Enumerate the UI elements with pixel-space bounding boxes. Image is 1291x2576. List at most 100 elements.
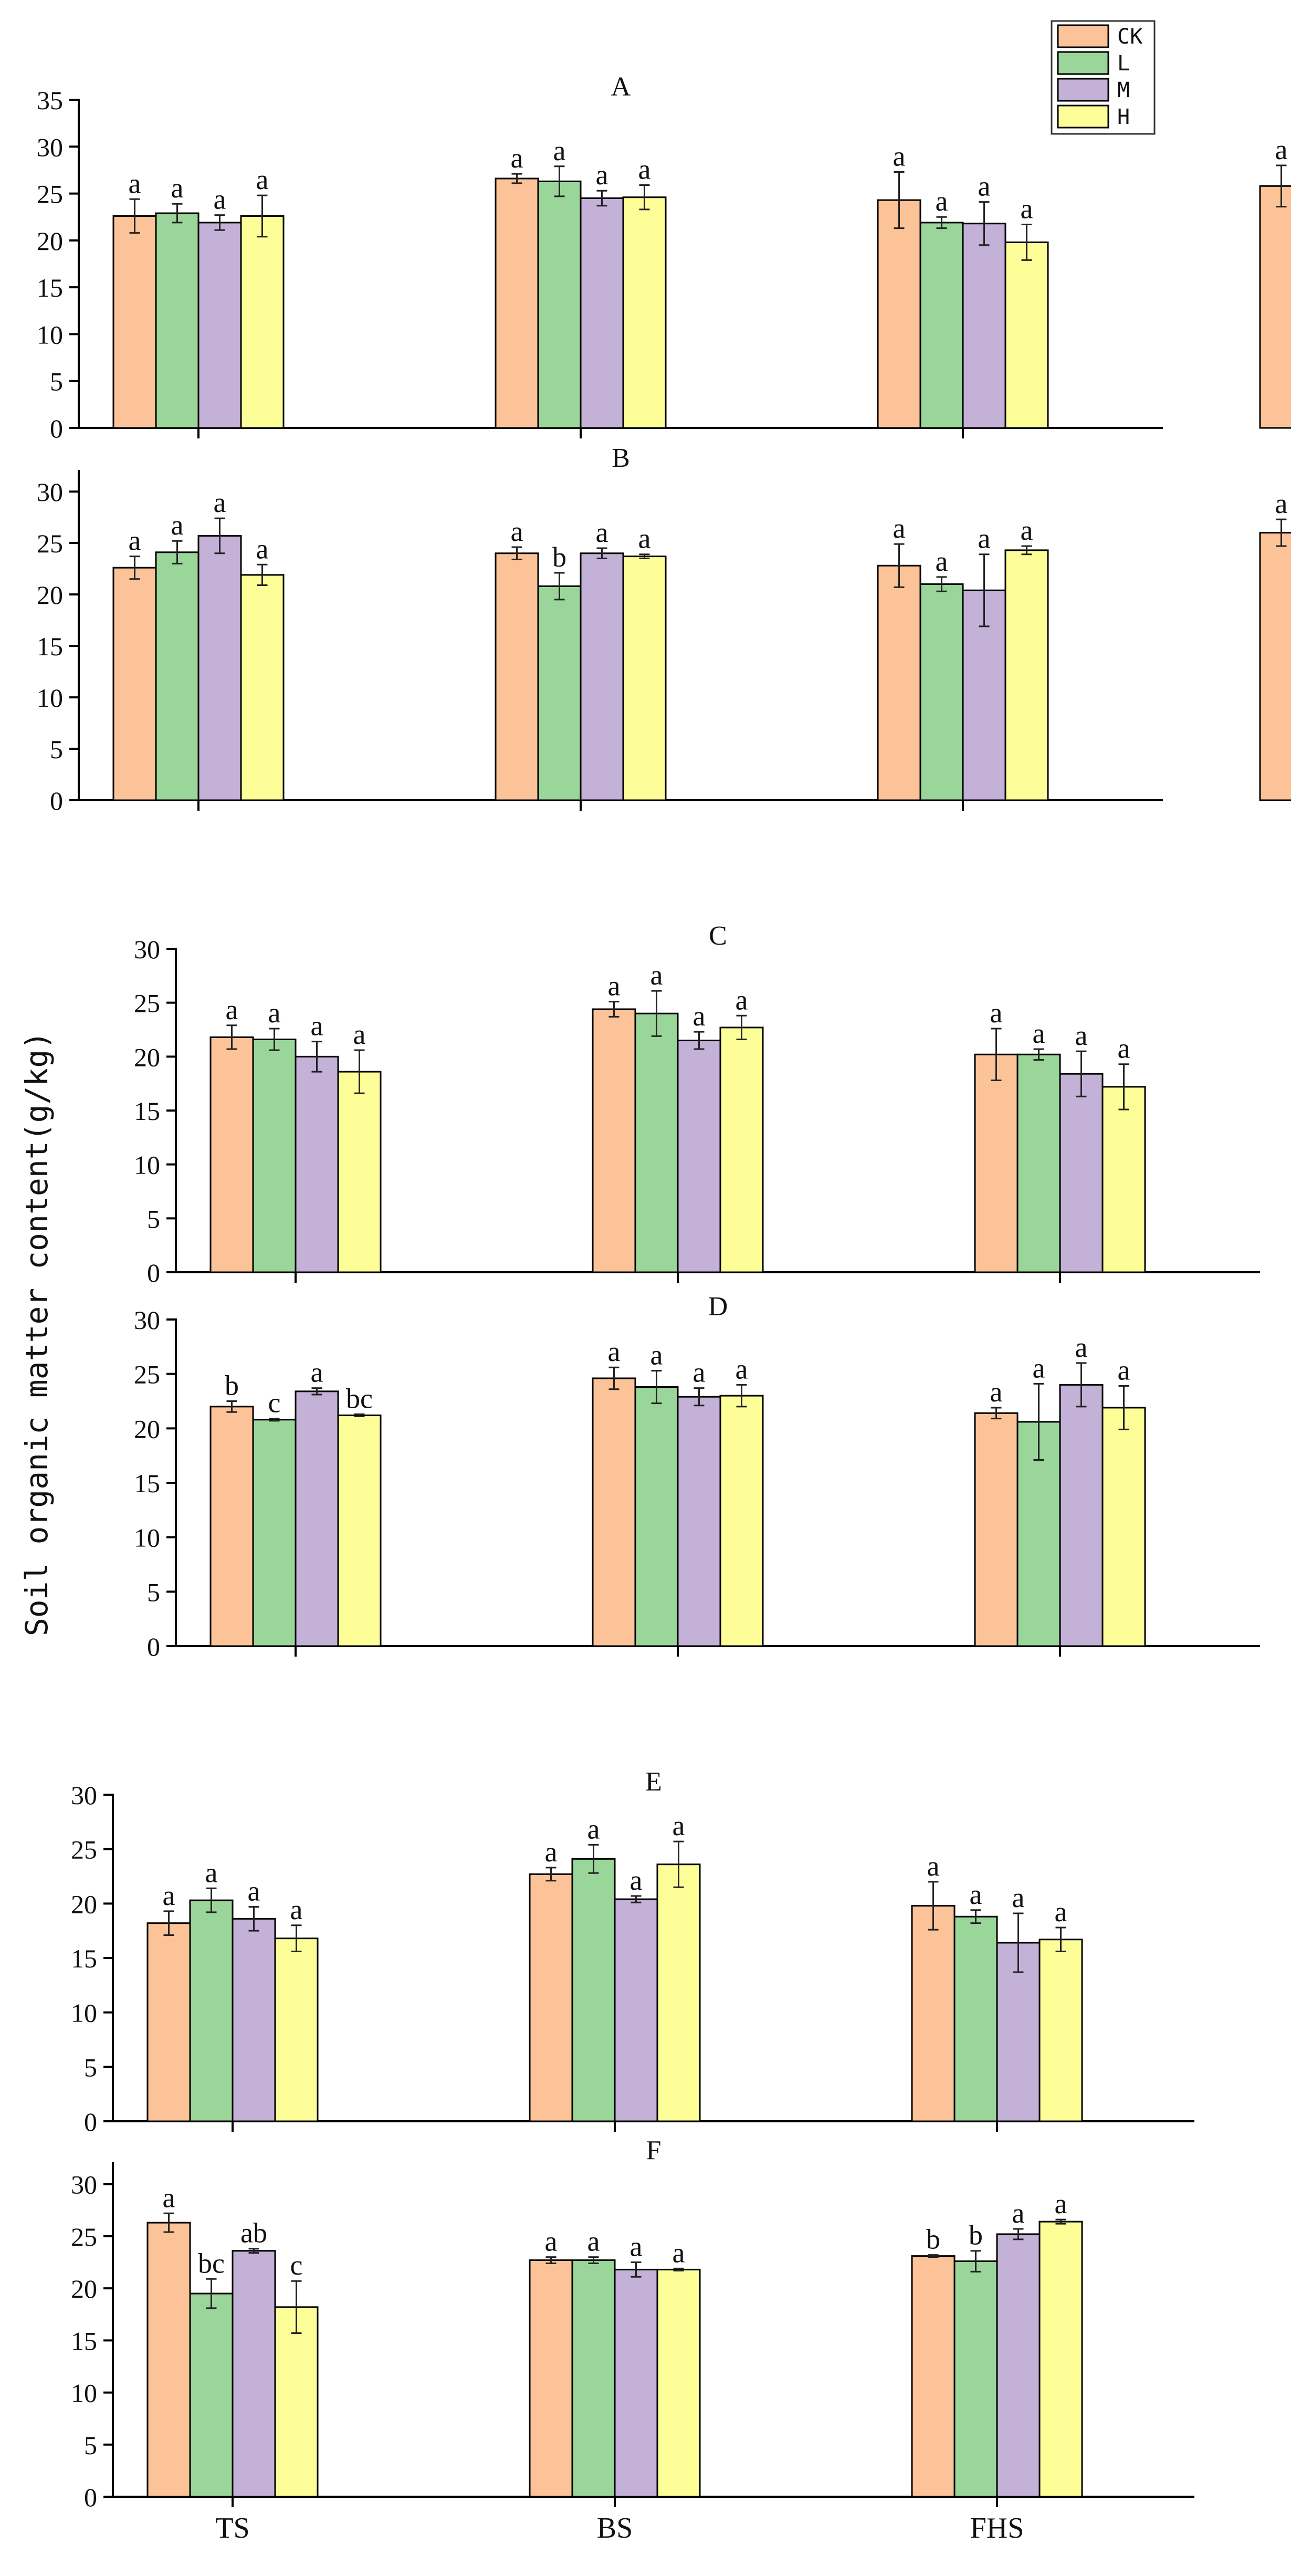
significance-letter: a	[1275, 488, 1288, 519]
significance-letter: a	[736, 1353, 748, 1385]
y-tick-label: 0	[147, 1632, 160, 1661]
y-tick-label: 0	[50, 414, 63, 443]
significance-letter: a	[1075, 1020, 1088, 1051]
significance-letter: a	[268, 997, 281, 1029]
significance-letter: a	[1033, 1352, 1045, 1384]
significance-letter: a	[990, 1376, 1003, 1408]
bar-CK-BS	[529, 1873, 573, 2122]
bar-CK-TS	[209, 1406, 254, 1647]
bar-M-FHS	[1059, 1384, 1104, 1647]
significance-letter: a	[171, 172, 184, 204]
panel-E: 051015202530Eaaaaaaaaaaaaaaaaaaaa	[71, 1767, 1194, 2137]
significance-letter: a	[256, 164, 269, 195]
bar-L-TS	[189, 2292, 234, 2498]
significance-letter: a	[1275, 134, 1288, 165]
y-tick-label: 20	[134, 1042, 160, 1072]
bar-H-FHS	[1101, 1086, 1146, 1273]
bar-CK-TS	[146, 2222, 191, 2498]
bar-M-TS	[295, 1390, 339, 1647]
bar-L-FHS	[919, 222, 964, 429]
significance-letter: a	[214, 487, 226, 518]
significance-letter: a	[978, 523, 991, 554]
significance-letter: a	[608, 1336, 621, 1367]
significance-letter: a	[673, 1810, 685, 1841]
legend-label: CK	[1117, 25, 1142, 49]
significance-letter: c	[290, 2249, 303, 2281]
significance-letter: a	[638, 154, 651, 185]
bar-M-TS	[295, 1055, 339, 1273]
y-tick-label: 20	[71, 2274, 97, 2303]
panel-title: C	[709, 921, 727, 951]
bar-L-TS	[252, 1038, 297, 1273]
legend-swatch	[1057, 104, 1109, 129]
significance-letter: a	[545, 2226, 558, 2257]
bar-CK-BS	[529, 2259, 573, 2498]
significance-letter: a	[990, 997, 1003, 1029]
significance-letter: a	[596, 159, 608, 191]
bar-M-FHS	[962, 223, 1006, 429]
y-tick-label: 0	[84, 2107, 97, 2137]
bar-CK-BS	[592, 1377, 636, 1647]
panel-title: F	[646, 2135, 662, 2165]
significance-letter: a	[650, 959, 663, 991]
bar-L-BS	[537, 180, 582, 429]
bar-M-TS	[197, 222, 242, 429]
significance-letter: a	[1021, 193, 1033, 225]
bar-M-FHS	[1059, 1073, 1104, 1273]
bar-H-FHS	[1038, 2221, 1083, 2498]
y-tick-label: 0	[50, 786, 63, 815]
significance-letter: a	[129, 525, 141, 557]
significance-letter: b	[969, 2219, 983, 2251]
bar-L-TS	[155, 551, 200, 801]
bar-H-BS	[622, 196, 667, 429]
y-tick-label: 20	[37, 226, 63, 256]
bar-L-FHS	[953, 1915, 998, 2122]
y-tick-label: 25	[71, 2222, 97, 2252]
bar-M-BS	[580, 197, 624, 429]
y-tick-label: 0	[147, 1258, 160, 1287]
significance-letter: a	[927, 1850, 940, 1882]
bar-CK-FS	[1259, 185, 1291, 429]
significance-letter: a	[608, 970, 621, 1002]
bar-L-FHS	[919, 583, 964, 801]
significance-letter: a	[638, 523, 651, 554]
bar-H-FHS	[1101, 1407, 1146, 1647]
y-tick-label: 15	[134, 1469, 160, 1498]
significance-letter: a	[311, 1357, 323, 1388]
y-tick-label: 5	[84, 2431, 97, 2460]
significance-letter: a	[171, 509, 184, 541]
significance-letter: a	[587, 1813, 600, 1845]
significance-letter: a	[226, 994, 238, 1025]
significance-letter: a	[1055, 1896, 1067, 1928]
x-tick-label: BS	[597, 2512, 633, 2544]
y-tick-label: 30	[37, 477, 63, 507]
significance-letter: a	[587, 2226, 600, 2257]
significance-letter: a	[214, 184, 226, 215]
bar-M-FHS	[996, 2233, 1041, 2498]
y-tick-label: 30	[71, 1781, 97, 1810]
y-tick-label: 30	[134, 935, 160, 964]
significance-letter: a	[596, 517, 608, 548]
y-tick-label: 5	[84, 2053, 97, 2082]
y-tick-label: 5	[50, 735, 63, 764]
panel-title: A	[611, 72, 631, 102]
significance-letter: a	[511, 142, 523, 174]
significance-letter: a	[1118, 1354, 1130, 1386]
y-tick-label: 10	[37, 320, 63, 349]
legend-swatch	[1057, 24, 1109, 48]
y-tick-label: 25	[71, 1835, 97, 1865]
significance-letter: c	[268, 1387, 281, 1419]
bar-M-BS	[677, 1040, 721, 1273]
bar-CK-FHS	[974, 1412, 1019, 1647]
significance-letter: a	[936, 185, 948, 217]
bar-L-BS	[634, 1012, 679, 1273]
significance-letter: a	[290, 1894, 303, 1925]
bar-M-TS	[232, 2250, 276, 2498]
significance-letter: a	[736, 984, 748, 1015]
panel-B: 051015202530Baaaaabaaaaaaaaaaaaaa	[37, 443, 1291, 815]
y-tick-label: 0	[84, 2483, 97, 2512]
y-tick-label: 35	[37, 86, 63, 115]
bar-L-BS	[634, 1386, 679, 1647]
bar-L-BS	[571, 2259, 616, 2498]
